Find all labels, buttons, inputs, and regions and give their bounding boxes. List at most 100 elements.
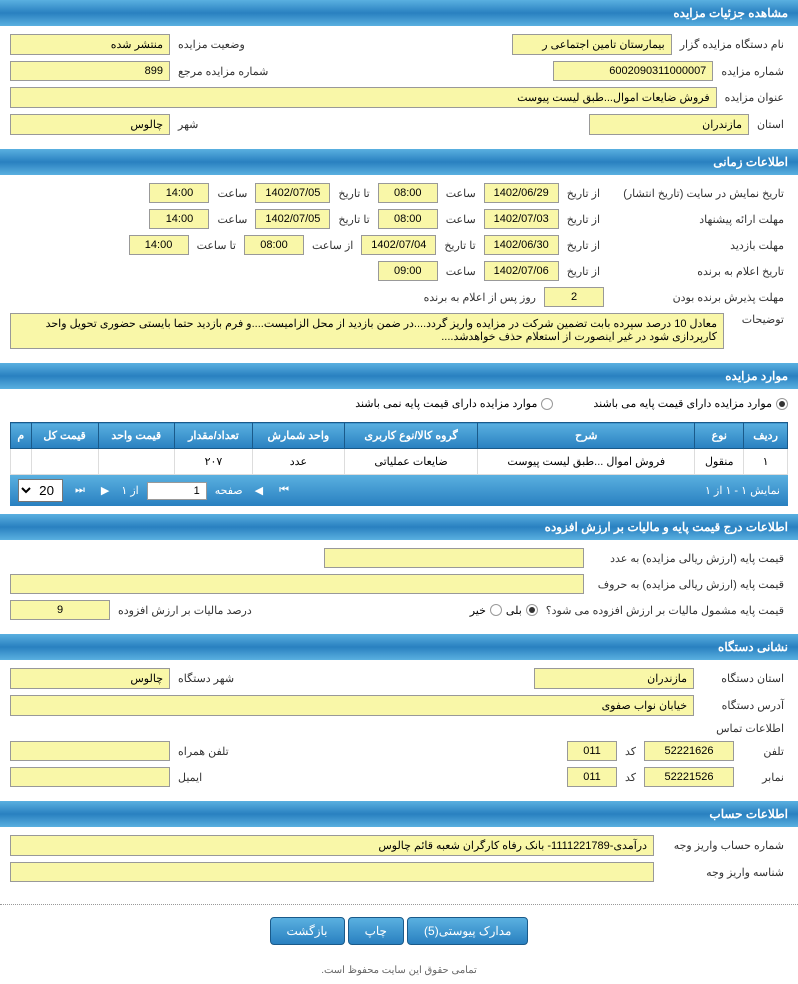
section-body-details: نام دستگاه مزایده گزار بیمارستان تامین ا… (0, 26, 798, 149)
publish-label: تاریخ نمایش در سایت (تاریخ انتشار) (608, 187, 788, 200)
visit-to-time: 14:00 (129, 235, 189, 255)
publish-to-time: 14:00 (149, 183, 209, 203)
table-header-cell: ردیف (744, 423, 788, 449)
winner-days: 2 (544, 287, 604, 307)
section-header-vat: اطلاعات درج قیمت پایه و مالیات بر ارزش ا… (0, 514, 798, 540)
time-label-2: ساعت (213, 187, 251, 200)
organizer-label: نام دستگاه مزایده گزار (676, 38, 788, 51)
base-price-word-label: قیمت پایه (ارزش ریالی مزایده) به حروف (588, 578, 788, 591)
base-price-word-value (10, 574, 584, 594)
table-header-cell: شرح (478, 423, 695, 449)
organizer-value: بیمارستان تامین اجتماعی ر (512, 34, 672, 55)
pager-prev-icon[interactable]: ◀ (251, 484, 267, 497)
section-header-items: موارد مزایده (0, 363, 798, 389)
attachments-button[interactable]: مدارک پیوستی(5) (407, 917, 528, 945)
winner-days-after: روز پس از اعلام به برنده (420, 291, 540, 304)
pager-page-input[interactable]: 1 (147, 482, 207, 500)
from-label-2: از تاریخ (563, 213, 604, 226)
table-header-cell: قیمت واحد (98, 423, 175, 449)
back-button[interactable]: بازگشت (270, 917, 345, 945)
pager-first-icon[interactable]: ⏮ (275, 484, 293, 497)
items-table: ردیفنوعشرحگروه کالا/نوع کاربریواحد شمارش… (10, 422, 788, 475)
vat-no-label: خیر (470, 604, 486, 617)
ref-no-value: 899 (10, 61, 170, 81)
fax-code-label: کد (621, 771, 640, 784)
base-price-radio-group: موارد مزایده دارای قیمت پایه می باشند مو… (0, 389, 798, 418)
table-cell (11, 449, 32, 475)
time-label-1: ساعت (442, 187, 480, 200)
radio-icon (490, 604, 502, 616)
mobile-label: تلفن همراه (174, 745, 233, 758)
org-province-value: مازندران (534, 668, 694, 689)
proposal-from-time: 08:00 (378, 209, 438, 229)
city-label: شهر (174, 118, 202, 131)
fax-code-value: 011 (567, 767, 617, 787)
radio-no-base-label: موارد مزایده دارای قیمت پایه نمی باشند (355, 397, 537, 410)
province-value: مازندران (589, 114, 749, 135)
table-cell: منقول (695, 449, 744, 475)
time-label-3: ساعت (442, 213, 480, 226)
vat-yes[interactable]: بلی (506, 604, 538, 617)
announce-date: 1402/07/06 (484, 261, 559, 281)
table-cell (98, 449, 175, 475)
to-label-2: تا تاریخ (334, 213, 373, 226)
org-city-label: شهر دستگاه (174, 672, 238, 685)
phone-value: 52221626 (644, 741, 734, 761)
org-address-value: خیابان نواب صفوی (10, 695, 694, 716)
notes-value: معادل 10 درصد سپرده بابت تضمین شرکت در م… (10, 313, 724, 349)
section-header-address: نشانی دستگاه (0, 634, 798, 660)
section-body-time: تاریخ نمایش در سایت (تاریخ انتشار) از تا… (0, 175, 798, 363)
section-body-account: شماره حساب واریز وجه درآمدی-1111221789- … (0, 827, 798, 896)
notes-label: توضیحات (728, 313, 788, 326)
from-label: از تاریخ (563, 187, 604, 200)
table-cell: ۱ (744, 449, 788, 475)
radio-no-base[interactable]: موارد مزایده دارای قیمت پایه نمی باشند (355, 397, 553, 410)
from-label-3: از تاریخ (563, 239, 604, 252)
publish-to-date: 1402/07/05 (255, 183, 330, 203)
table-header-cell: نوع (695, 423, 744, 449)
section-body-address: استان دستگاه مازندران شهر دستگاه چالوس آ… (0, 660, 798, 801)
title-value: فروش ضایعات اموال...طبق لیست پیوست (10, 87, 717, 108)
vat-no[interactable]: خیر (470, 604, 502, 617)
phone-code-value: 011 (567, 741, 617, 761)
publish-from-date: 1402/06/29 (484, 183, 559, 203)
proposal-to-date: 1402/07/05 (255, 209, 330, 229)
radio-icon (526, 604, 538, 616)
visit-from-time: 08:00 (244, 235, 304, 255)
org-province-label: استان دستگاه (698, 672, 788, 685)
vat-percent-label: درصد مالیات بر ارزش افزوده (114, 604, 256, 617)
ref-no-label: شماره مزایده مرجع (174, 65, 272, 78)
pager-next-icon[interactable]: ▶ (97, 484, 113, 497)
account-no-label: شماره حساب واریز وجه (658, 839, 788, 852)
vat-yes-label: بلی (506, 604, 522, 617)
to-label-1: تا تاریخ (334, 187, 373, 200)
radio-has-base[interactable]: موارد مزایده دارای قیمت پایه می باشند (593, 397, 788, 410)
action-bar: مدارک پیوستی(5) چاپ بازگشت (0, 904, 798, 957)
deposit-id-value (10, 862, 654, 882)
table-header-cell: تعداد/مقدار (175, 423, 253, 449)
status-label: وضعیت مزایده (174, 38, 249, 51)
visit-from-date: 1402/06/30 (484, 235, 559, 255)
section-body-vat: قیمت پایه (ارزش ریالی مزایده) به عدد قیم… (0, 540, 798, 634)
print-button[interactable]: چاپ (348, 917, 404, 945)
announce-time: 09:00 (378, 261, 438, 281)
table-cell: فروش اموال ...طبق لیست پیوست (478, 449, 695, 475)
pager-last-icon[interactable]: ⏭ (71, 484, 89, 497)
table-header-cell: گروه کالا/نوع کاربری (344, 423, 477, 449)
pager-page-label: صفحه (215, 484, 243, 497)
time-label-5: ساعت (442, 265, 480, 278)
table-cell: ضایعات عملیاتی (344, 449, 477, 475)
table-cell: عدد (252, 449, 344, 475)
status-value: منتشر شده (10, 34, 170, 55)
pager-size-select[interactable]: 20 (18, 479, 63, 502)
title-label: عنوان مزایده (721, 91, 788, 104)
table-header-cell: واحد شمارش (252, 423, 344, 449)
radio-icon (541, 398, 553, 410)
province-label: استان (753, 118, 788, 131)
table-header-cell: م (11, 423, 32, 449)
footer-text: تمامی حقوق این سایت محفوظ است. (0, 957, 798, 984)
table-pager: نمایش ۱ - ۱ از ۱ ⏮ ◀ صفحه 1 از ۱ ▶ ⏭ 20 (10, 475, 788, 506)
table-cell: ۲۰۷ (175, 449, 253, 475)
publish-from-time: 08:00 (378, 183, 438, 203)
table-row[interactable]: ۱منقولفروش اموال ...طبق لیست پیوستضایعات… (11, 449, 788, 475)
